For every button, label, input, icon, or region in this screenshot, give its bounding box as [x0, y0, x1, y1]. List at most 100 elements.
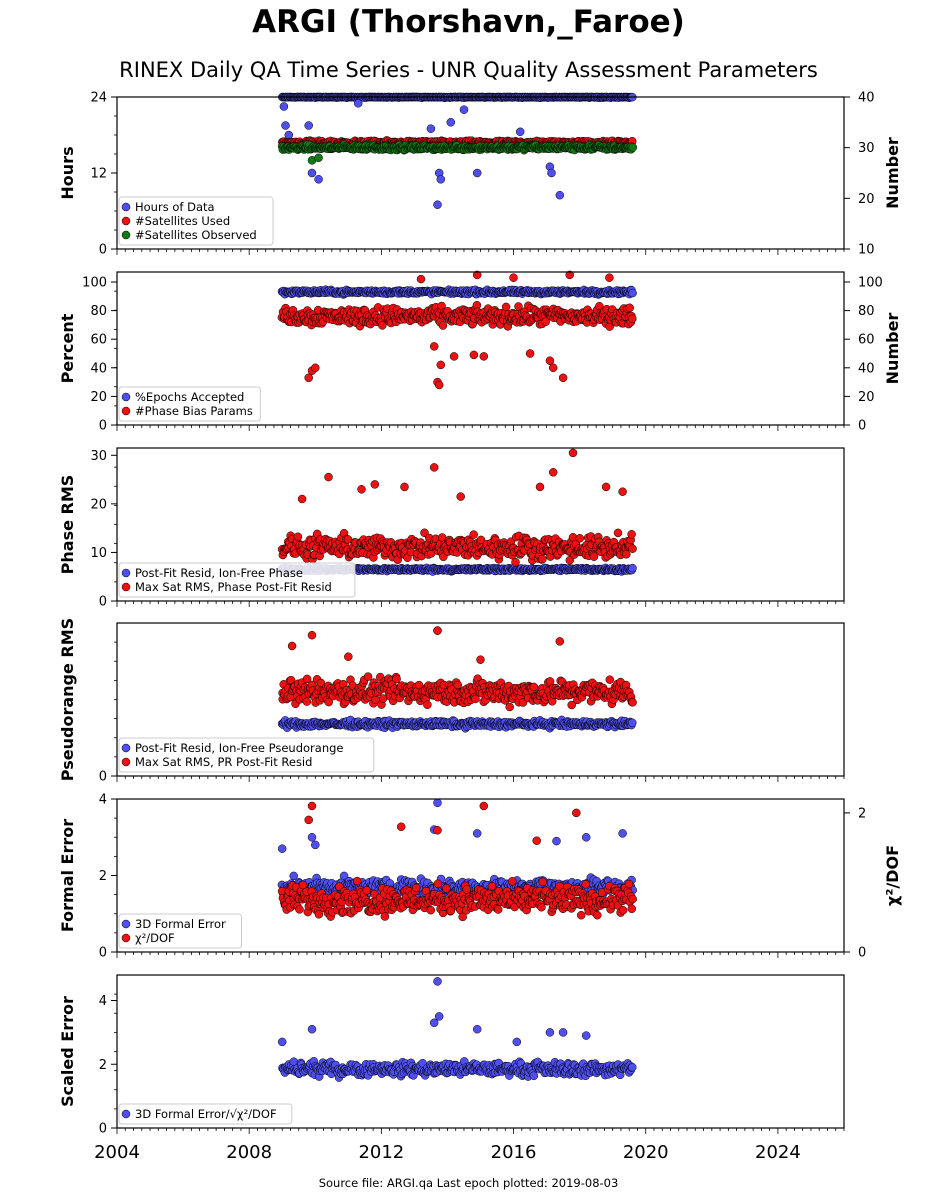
- outlier-point: [281, 121, 290, 130]
- legend-label: %Epochs Accepted: [135, 390, 244, 404]
- chart-title: ARGI (Thorshavn,_Faroe): [252, 4, 685, 40]
- outlier-point: [307, 630, 317, 640]
- y-axis-label-right: Number: [883, 313, 902, 385]
- outlier-point: [601, 482, 611, 492]
- data-point: [423, 700, 432, 710]
- outlier-point: [429, 463, 439, 472]
- outlier-point: [297, 494, 307, 504]
- y-right-tick-label: 40: [858, 91, 875, 106]
- outlier-point: [429, 342, 439, 351]
- legend: Post-Fit Resid, Ion-Free PseudorangeMax …: [118, 737, 375, 773]
- y-tick-label: 30: [90, 449, 107, 464]
- data-point: [529, 682, 539, 692]
- outlier-point: [311, 363, 320, 373]
- data-point: [362, 886, 372, 895]
- y-right-tick-label: 0: [858, 419, 866, 434]
- legend-marker: [121, 406, 131, 416]
- y-tick-label: 0: [99, 595, 107, 610]
- y-tick-label: 100: [82, 276, 107, 291]
- y-right-tick-label: 20: [858, 192, 875, 207]
- x-ticks: [116, 425, 845, 431]
- y-tick-label: 40: [90, 361, 107, 376]
- data-point: [380, 912, 390, 921]
- outlier-point: [581, 833, 591, 842]
- x-ticks: [116, 249, 845, 255]
- data-point: [411, 883, 421, 893]
- data-point: [628, 143, 638, 152]
- outlier-point: [548, 363, 558, 373]
- outlier-point: [426, 124, 436, 133]
- y-tick-label: 20: [90, 390, 107, 405]
- outlier-point: [324, 472, 333, 482]
- data-point: [442, 884, 451, 893]
- data-point: [628, 314, 637, 324]
- legend-label: Post-Fit Resid, Ion-Free Phase: [135, 566, 303, 580]
- outlier-point: [279, 102, 289, 111]
- legend-marker: [121, 582, 131, 592]
- outlier-point: [370, 480, 380, 489]
- outlier-point: [311, 840, 320, 850]
- data-point: [538, 554, 547, 564]
- legend-label: Max Sat RMS, PR Post-Fit Resid: [135, 755, 312, 769]
- outlier-point: [469, 350, 479, 360]
- outlier-point: [456, 492, 465, 501]
- y-tick-label: 10: [90, 546, 107, 561]
- outlier-point: [555, 190, 565, 200]
- outlier-point: [304, 121, 313, 130]
- y-tick-label: 60: [90, 333, 107, 348]
- outlier-point: [433, 626, 442, 635]
- outlier-point: [400, 482, 409, 492]
- data-point: [289, 871, 298, 881]
- data-points: [277, 270, 637, 390]
- data-point: [622, 550, 631, 559]
- data-point: [628, 288, 637, 298]
- x-ticks: [116, 776, 845, 782]
- outlier-point: [416, 274, 426, 284]
- outlier-point: [509, 273, 518, 282]
- outlier-point: [459, 105, 469, 114]
- legend-marker: [121, 230, 131, 240]
- data-point: [511, 557, 520, 567]
- y-tick-label: 20: [90, 497, 107, 512]
- y-tick-label: 0: [99, 770, 107, 785]
- y-right-tick-label: 40: [858, 361, 875, 376]
- data-point: [378, 321, 387, 330]
- outlier-point: [555, 637, 565, 646]
- y-axis-label: Hours: [58, 146, 77, 199]
- data-points: [277, 448, 637, 576]
- y-right-tick-label: 10: [858, 243, 875, 258]
- legend-label: Hours of Data: [135, 200, 215, 214]
- legend-marker: [121, 392, 131, 402]
- outlier-point: [436, 360, 446, 370]
- legend-label: #Satellites Used: [135, 214, 230, 228]
- y-axis-label: Percent: [58, 313, 77, 383]
- outlier-point: [548, 468, 558, 477]
- outlier-point: [436, 175, 446, 184]
- outlier-point: [433, 200, 442, 209]
- y-axis-label: Pseudorange RMS: [58, 618, 77, 781]
- outlier-point: [525, 349, 535, 358]
- y-right-tick-label: 20: [858, 390, 875, 405]
- outlier-point: [568, 448, 578, 458]
- data-point: [363, 672, 373, 681]
- y-tick-label: 0: [99, 243, 107, 258]
- legend: %Epochs Accepted#Phase Bias Params: [118, 386, 261, 422]
- data-point: [392, 674, 401, 684]
- outlier-point: [605, 273, 614, 282]
- data-point: [453, 680, 463, 690]
- y-tick-label: 0: [99, 419, 107, 434]
- y-right-tick-label: 100: [858, 276, 883, 291]
- legend-marker: [121, 216, 131, 226]
- outlier-point: [479, 352, 489, 361]
- outlier-point: [547, 168, 556, 178]
- y-ticks-left: 0: [99, 641, 117, 785]
- data-points: [277, 92, 638, 209]
- panel-4: 0 Pseudorange RMS Post-Fit Resid, Ion-Free…: [58, 618, 845, 785]
- data-point: [469, 530, 478, 539]
- y-ticks-left: 0 10 20 30: [90, 449, 117, 610]
